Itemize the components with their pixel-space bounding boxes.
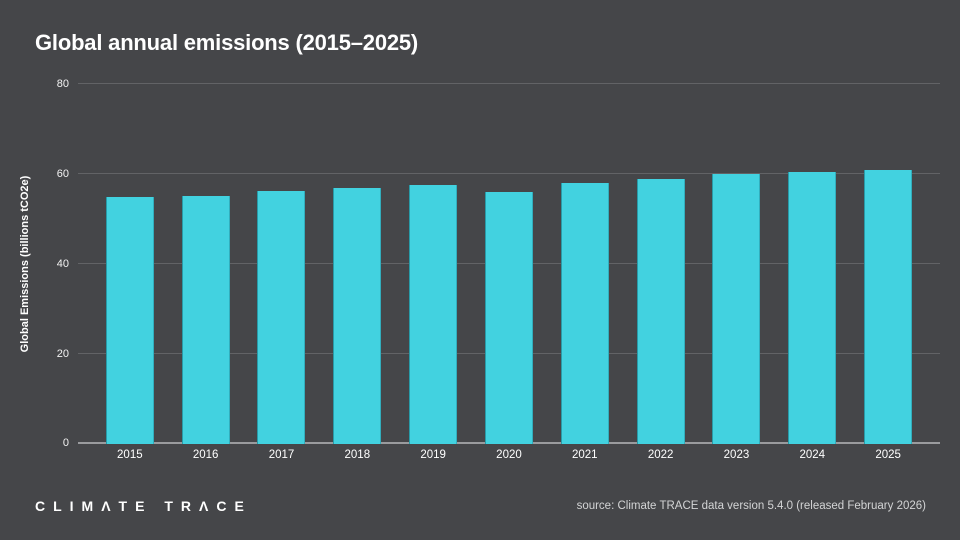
y-tick-label-0: 0 [62,437,69,449]
bar-2025 [864,170,913,444]
chart-title: Global annual emissions (2015–2025) [35,30,419,55]
gridline-y-60: 60 [57,168,940,180]
bar-2017 [257,191,306,444]
x-tick-label-2019: 2019 [420,449,446,461]
y-tick-label-60: 60 [56,167,69,180]
source-attribution: source: Climate TRACE data version 5.4.0… [576,500,926,512]
bar-2016 [181,196,230,444]
bars-layer [78,84,940,444]
y-tick-label-20: 20 [56,347,69,360]
bar-2020 [484,192,533,444]
bar-2019 [409,184,458,444]
x-tick-label-2018: 2018 [344,449,371,461]
bar-2018 [333,187,382,444]
gridline-y-80: 80 [57,78,940,90]
x-tick-label-2020: 2020 [496,449,522,461]
x-tick-label-2022: 2022 [647,449,674,461]
y-tick-label-80: 80 [56,77,69,90]
x-tick-label-2021: 2021 [572,449,598,461]
y-axis-title: Global Emissions (billions tCO2e) [19,175,31,353]
plot-area: 0 20 40 60 80 [57,78,940,449]
x-tick-label-2023: 2023 [723,449,750,461]
x-tick-label-2017: 2017 [268,449,295,461]
y-tick-label-40: 40 [56,257,69,270]
x-tick-label-2025: 2025 [875,449,901,461]
bar-2015 [105,197,154,444]
bar-2024 [788,172,837,444]
x-axis-labels: 2015 2016 2017 2018 2019 2020 2021 2022 2023 2024… [78,449,940,461]
x-tick-label-2024: 2024 [799,449,826,461]
x-tick-label-2016: 2016 [192,449,219,461]
x-tick-label-2015: 2015 [117,449,143,461]
climate-trace-logo: CLIMΛTE TRΛCE [35,498,252,514]
bar-2023 [712,174,761,444]
bar-2021 [560,182,609,444]
bar-2022 [636,178,685,444]
